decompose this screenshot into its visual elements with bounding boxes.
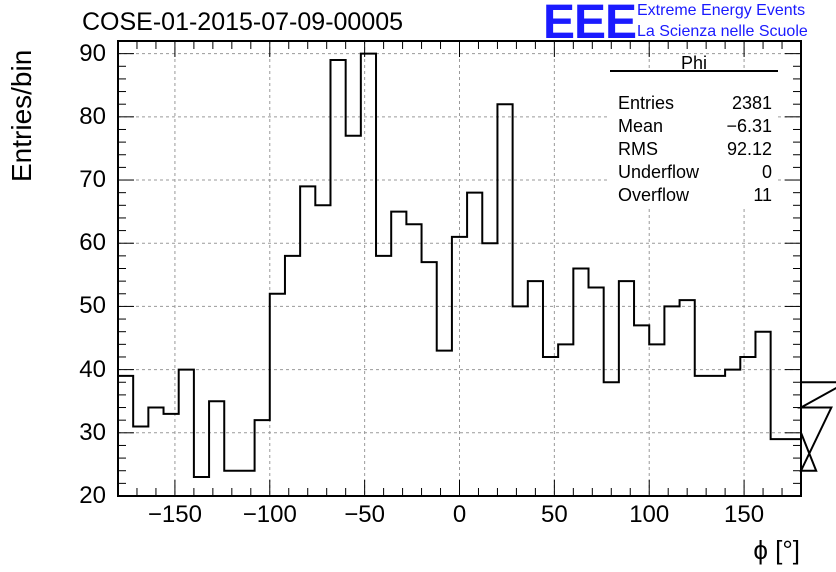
x-tick-label: −150	[147, 501, 202, 528]
histogram-bin	[513, 306, 528, 496]
histogram-bin	[467, 193, 482, 496]
stat-label: Mean	[618, 116, 664, 136]
x-tick-label: −50	[344, 501, 385, 528]
histogram-bin	[482, 243, 497, 496]
histogram-bin	[422, 262, 437, 496]
histogram-bin	[558, 344, 573, 496]
histogram-bin	[437, 351, 452, 496]
histogram-bin	[710, 376, 725, 496]
histogram-bin	[604, 382, 619, 496]
histogram-bin	[649, 344, 664, 496]
x-tick-label: −100	[242, 501, 297, 528]
histogram-bin	[771, 439, 786, 496]
histogram-bin	[194, 477, 209, 496]
y-axis-label: Entries/bin	[6, 49, 37, 182]
stat-label: Entries	[618, 93, 675, 113]
x-tick-label: 100	[629, 501, 670, 528]
histogram-bin	[786, 439, 801, 496]
stat-row-rms: RMS 92.12	[618, 139, 772, 161]
brand-name-line1: Extreme Energy Events	[637, 2, 806, 19]
y-tick-label: 90	[79, 39, 106, 67]
plot-frame	[117, 40, 802, 497]
histogram-bin	[118, 376, 133, 496]
histogram-bin	[664, 306, 679, 496]
stat-value: 2381	[731, 93, 772, 113]
histogram-outline	[118, 52, 836, 479]
y-tick-label: 30	[79, 418, 106, 446]
histogram-bin	[239, 471, 254, 496]
histogram-bin	[755, 332, 770, 496]
histogram-bin	[680, 300, 695, 496]
histogram-bin	[255, 420, 270, 496]
histogram-bin	[285, 256, 300, 496]
histogram-bin	[695, 376, 710, 496]
histogram-bin	[315, 205, 330, 496]
x-axis-label: ϕ [°]	[753, 535, 800, 565]
stat-label: Overflow	[618, 185, 690, 205]
histogram-bin	[634, 325, 649, 496]
histogram-bin	[619, 281, 634, 496]
histogram-bin	[346, 136, 361, 496]
x-tick-label: 50	[541, 501, 568, 528]
histogram-bin	[148, 408, 163, 496]
stat-value: 11	[753, 185, 772, 205]
histogram-bin	[270, 294, 285, 496]
histogram-bin	[133, 426, 148, 496]
y-tick-label: 40	[79, 355, 106, 383]
histogram-bin	[573, 269, 588, 497]
stat-row-underflow: Underflow 0	[618, 162, 772, 184]
run-title: COSE-01-2015-07-09-00005	[82, 8, 404, 36]
x-tick-label: 150	[724, 501, 765, 528]
histogram-bin	[528, 281, 543, 496]
stat-row-overflow: Overflow 11	[618, 185, 772, 207]
histogram-bin	[452, 237, 467, 496]
stat-value: 92.12	[726, 139, 772, 159]
histogram-bin	[179, 370, 194, 496]
y-tick-label: 50	[79, 292, 106, 320]
stat-row-mean: Mean −6.31	[618, 116, 772, 138]
eee-logo: EEE	[543, 0, 637, 49]
brand-name-line2: La Scienza nelle Scuole	[637, 23, 808, 40]
histogram-bin	[209, 401, 224, 496]
histogram-bin	[543, 357, 558, 496]
stats-box: Phi Entries 2381 Mean −6.31 RMS 92.12 Un…	[610, 53, 778, 209]
stat-value: −6.31	[726, 116, 772, 136]
histogram-bin	[497, 104, 512, 496]
stat-label: RMS	[618, 139, 658, 159]
y-tick-label: 60	[79, 229, 106, 257]
y-tick-label: 70	[79, 166, 106, 194]
histogram-bin	[725, 370, 740, 496]
histogram-bin	[740, 357, 755, 496]
histogram-bin	[361, 54, 376, 496]
histogram-bin	[164, 414, 179, 496]
histogram-bin	[391, 212, 406, 496]
histogram-bin	[589, 287, 604, 496]
stat-label: Underflow	[618, 162, 700, 182]
stat-value: 0	[761, 162, 772, 182]
x-tick-label: 0	[452, 501, 467, 528]
stat-row-entries: Entries 2381	[618, 93, 772, 115]
stats-title: Phi	[680, 53, 707, 73]
histogram-bin	[330, 60, 345, 496]
histogram-bin	[300, 186, 315, 496]
y-tick-label: 80	[79, 102, 106, 130]
histogram-bin	[376, 256, 391, 496]
histogram-bin	[224, 471, 239, 496]
y-tick-label: 20	[79, 482, 106, 509]
histogram-bin	[406, 224, 421, 496]
